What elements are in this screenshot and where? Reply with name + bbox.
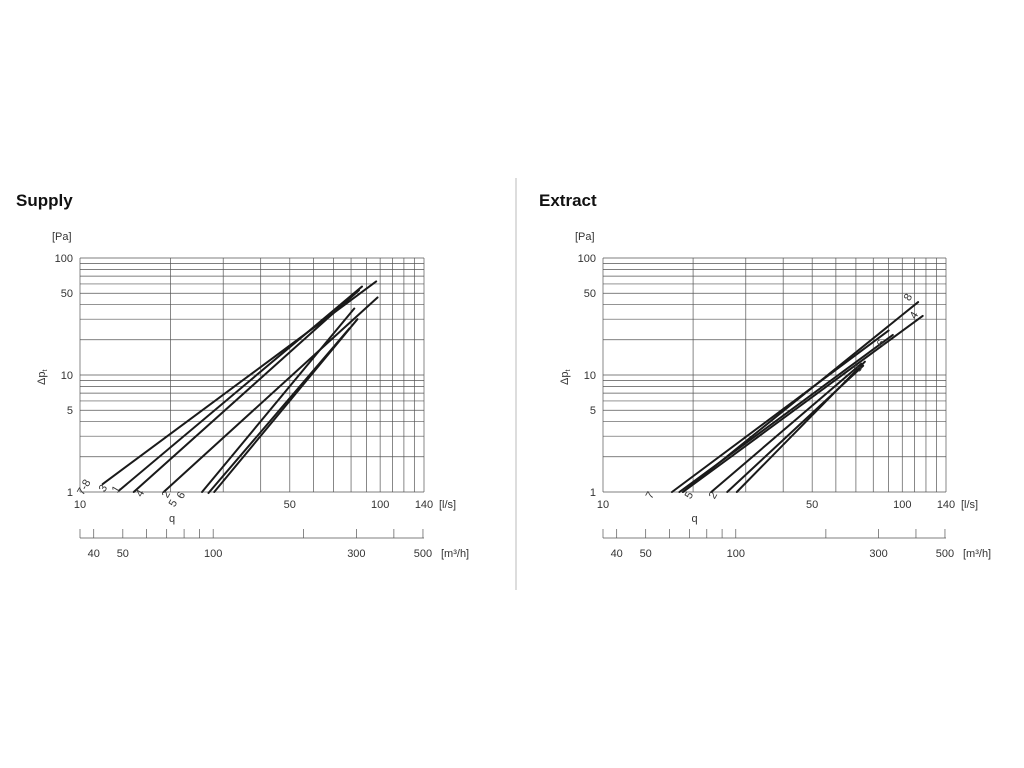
y-tick-label: 100: [55, 253, 73, 265]
y-tick-label: 5: [590, 405, 596, 417]
secondary-tick-label: 100: [727, 548, 745, 560]
x-tick-label: 100: [893, 499, 911, 511]
secondary-tick-label: 300: [869, 548, 887, 560]
y-tick-label: 10: [584, 370, 596, 382]
x-tick-label: 50: [806, 499, 818, 511]
x-unit-label: [l/s]: [961, 499, 978, 511]
chart-title: Supply: [16, 191, 73, 210]
series-end-label-5: 5: [167, 498, 180, 509]
y-unit-label: [Pa]: [52, 231, 72, 243]
end-labels-supply: 7-8 3 1 4 256: [75, 478, 188, 510]
series-end-label-3: 3: [852, 363, 865, 374]
series-end-label-4: 4: [908, 310, 921, 321]
secondary-unit-label: [m³/h]: [963, 548, 991, 560]
y-tick-label: 1: [590, 487, 596, 499]
secondary-tick-label: 40: [611, 548, 623, 560]
series-end-label-8: 8: [902, 292, 915, 303]
secondary-tick-label: 300: [347, 548, 365, 560]
secondary-tick-label: 500: [414, 548, 432, 560]
secondary-tick-label: 100: [204, 548, 222, 560]
series-end-label-4: 4: [134, 488, 147, 499]
x-unit-label: [l/s]: [439, 499, 456, 511]
series-line-1: [132, 289, 360, 493]
series-end-label-2: 2: [707, 490, 720, 501]
chart-extract: Extract 1 5 10 50 100 [Pa] Δpt 10 50 100 140 [l/s] q 4…: [539, 191, 991, 560]
series-line-3: [726, 364, 865, 493]
series-end-label-7: 7: [644, 490, 657, 501]
secondary-tick-label: 40: [88, 548, 100, 560]
series-line-4: [162, 296, 379, 493]
series-end-label-3: 3: [97, 483, 110, 494]
series-line-6: [678, 333, 894, 493]
x-tick-label: 140: [415, 499, 433, 511]
x-tick-label: 50: [284, 499, 296, 511]
x-tick-label: 100: [371, 499, 389, 511]
series-end-label-2: 2: [160, 489, 173, 500]
x-axis-label: q: [169, 513, 175, 525]
y-tick-label: 10: [61, 370, 73, 382]
chart-title: Extract: [539, 191, 597, 210]
x-axis-label: q: [691, 513, 697, 525]
secondary-tick-label: 50: [640, 548, 652, 560]
x-tick-label: 10: [74, 499, 86, 511]
series-line-7: [670, 329, 890, 493]
series-end-label-5: 5: [683, 490, 696, 501]
y-axis-label: Δpt: [36, 370, 49, 385]
y-tick-label: 50: [584, 288, 596, 300]
secondary-tick-label: 500: [936, 548, 954, 560]
secondary-unit-label: [m³/h]: [441, 548, 469, 560]
series-line-2: [201, 307, 356, 493]
series-line-6: [213, 318, 359, 493]
y-unit-label: [Pa]: [575, 231, 595, 243]
y-tick-label: 5: [67, 405, 73, 417]
series-end-label-6: 6: [175, 490, 188, 501]
secondary-tick-label: 50: [117, 548, 129, 560]
y-tick-label: 50: [61, 288, 73, 300]
series-line-5: [710, 362, 863, 493]
series-end-label-6: 6: [875, 338, 888, 349]
x-tick-label: 140: [937, 499, 955, 511]
secondary-x-axis: 40 50 100 300 500 [m³/h]: [79, 529, 469, 560]
y-tick-label: 1: [67, 487, 73, 499]
y-tick-label: 100: [578, 253, 596, 265]
end-labels-extract: 7 5 2 8 4 6 3: [644, 292, 921, 501]
secondary-x-axis: 40 50 100 300 500 [m³/h]: [602, 529, 991, 560]
series-end-label-1: 1: [110, 484, 123, 495]
series-end-label-7-8: 7-8: [75, 478, 93, 498]
series-line-3: [118, 285, 363, 492]
series-line-4: [681, 314, 924, 493]
y-axis-label: Δpt: [559, 370, 572, 385]
x-tick-label: 10: [597, 499, 609, 511]
